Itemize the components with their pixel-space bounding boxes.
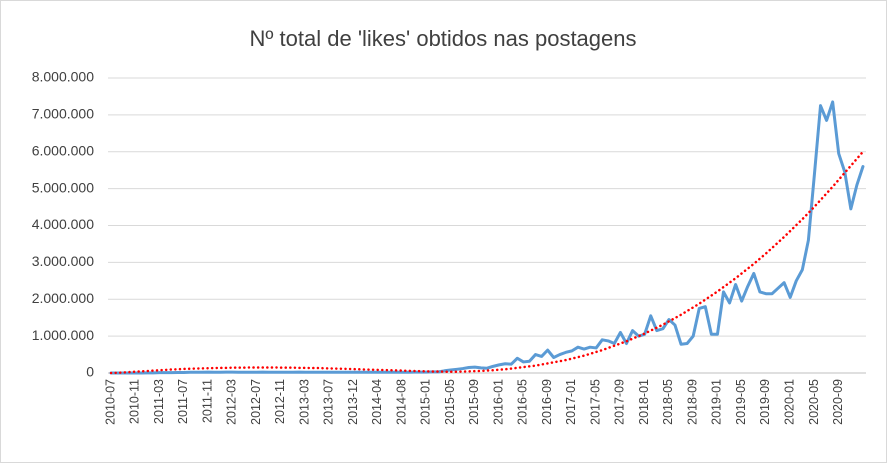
- x-tick-label: 2013-12: [346, 379, 360, 425]
- x-tick-label: 2013-03: [297, 379, 311, 425]
- x-tick-label: 2011-07: [176, 379, 190, 424]
- x-tick-label: 2016-01: [491, 379, 505, 425]
- x-tick-label: 2015-05: [443, 379, 457, 425]
- x-tick-label: 2012-03: [225, 379, 239, 425]
- x-tick-label: 2018-01: [637, 379, 651, 425]
- chart-title: Nº total de 'likes' obtidos nas postagen…: [250, 26, 637, 51]
- x-tick-label: 2014-08: [394, 379, 408, 425]
- x-tick-label: 2012-07: [249, 379, 263, 425]
- y-tick-label: 3.000.000: [32, 253, 94, 269]
- x-tick-label: 2011-03: [152, 379, 166, 424]
- x-tick-label: 2019-05: [734, 379, 748, 425]
- y-tick-label: 5.000.000: [32, 179, 94, 195]
- y-tick-label: 7.000.000: [32, 106, 94, 122]
- y-tick-label: 2.000.000: [32, 290, 94, 306]
- x-tick-label: 2015-09: [467, 379, 481, 425]
- x-tick-label: 2013-07: [322, 379, 336, 425]
- x-tick-label: 2019-09: [758, 379, 772, 425]
- y-tick-label: 0: [86, 364, 94, 380]
- x-tick-label: 2020-05: [807, 379, 821, 425]
- x-tick-label: 2017-01: [564, 379, 578, 425]
- x-tick-label: 2019-01: [710, 379, 724, 425]
- y-tick-label: 1.000.000: [32, 327, 94, 343]
- x-tick-label: 2017-09: [613, 379, 627, 425]
- x-tick-label: 2014-04: [370, 379, 384, 425]
- y-tick-label: 4.000.000: [32, 216, 94, 232]
- y-tick-label: 6.000.000: [32, 142, 94, 158]
- x-tick-label: 2015-01: [419, 379, 433, 425]
- x-tick-label: 2011-11: [200, 379, 214, 423]
- x-tick-label: 2017-05: [588, 379, 602, 425]
- x-tick-label: 2016-09: [540, 379, 554, 425]
- x-tick-label: 2020-01: [782, 379, 796, 425]
- x-tick-label: 2020-09: [831, 379, 845, 425]
- trend-line: [109, 150, 865, 375]
- x-tick-label: 2010-11: [128, 379, 142, 424]
- data-line: [109, 100, 865, 375]
- x-tick-label: 2010-07: [103, 379, 117, 425]
- x-tick-label: 2012-11: [273, 379, 287, 424]
- y-tick-label: 8.000.000: [32, 69, 94, 85]
- x-tick-label: 2016-05: [516, 379, 530, 425]
- x-tick-label: 2018-05: [661, 379, 675, 425]
- x-tick-label: 2018-09: [685, 379, 699, 425]
